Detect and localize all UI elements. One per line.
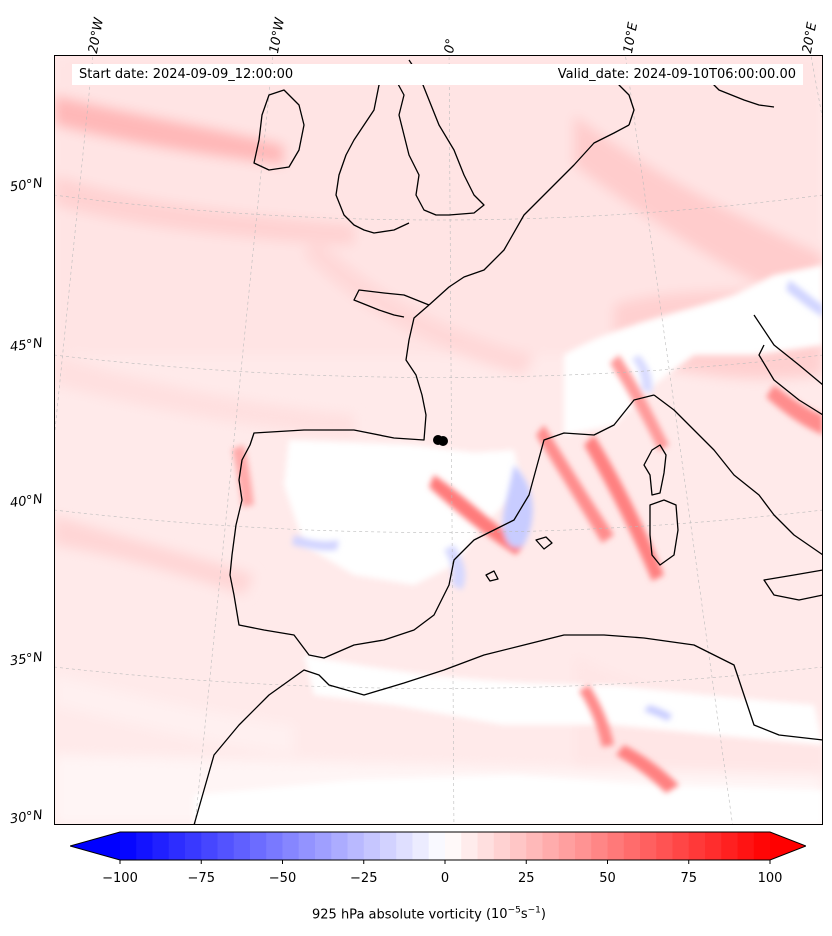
colorbar-cell	[250, 832, 267, 860]
colorbar-cell	[656, 832, 673, 860]
colorbar-cell	[217, 832, 235, 860]
colorbar-cell	[575, 832, 592, 860]
colorbar-cell	[542, 832, 560, 860]
colorbar-cell	[298, 832, 316, 860]
colorbar-tick-label: −25	[350, 871, 378, 886]
colorbar-cell	[737, 832, 755, 860]
colorbar-tick-label: −50	[268, 871, 297, 886]
colorbar-cell	[347, 832, 365, 860]
colorbar-tick-label: 50	[599, 871, 616, 886]
colorbar-cells	[120, 832, 771, 860]
colorbar-cell	[688, 832, 706, 860]
colorbar-cell	[396, 832, 413, 860]
colorbar-cell	[591, 832, 608, 860]
colorbar-extend-low	[70, 832, 120, 860]
colorbar-tick-label: −100	[102, 871, 138, 886]
valid-date-label: Valid_date: 2024-09-10T06:00:00.00	[557, 67, 796, 82]
graticule	[54, 55, 823, 825]
colorbar-cell	[282, 832, 300, 860]
colorbar-tick-label: −75	[187, 871, 215, 886]
colorbar-tick-marks	[119, 860, 771, 864]
colorbar-cell	[461, 832, 478, 860]
lon-label-10w: 10°W	[267, 16, 289, 55]
map-canvas	[54, 55, 823, 825]
colorbar-cell	[412, 832, 430, 860]
coastlines	[193, 59, 823, 825]
colorbar	[70, 831, 806, 864]
colorbar-cell	[428, 832, 446, 860]
colorbar-cell	[363, 832, 381, 860]
colorbar-extend-high	[770, 832, 806, 860]
colorbar-cell	[168, 832, 186, 860]
colorbar-variable: 925 hPa absolute vorticity	[312, 907, 482, 923]
vorticity-features	[232, 280, 823, 793]
lat-label-35n: 35°N	[9, 649, 44, 670]
colorbar-cell	[380, 832, 397, 860]
colorbar-tick-label: 25	[517, 871, 535, 886]
colorbar-cell	[526, 832, 543, 860]
colorbar-cell	[233, 832, 251, 860]
colorbar-cell	[185, 832, 202, 860]
colorbar-cell	[558, 832, 576, 860]
lat-label-45n: 45°N	[9, 335, 44, 356]
colorbar-cell	[510, 832, 527, 860]
colorbar-cell	[493, 832, 511, 860]
colorbar-cell	[152, 832, 170, 860]
colorbar-cell	[201, 832, 218, 860]
start-date-label: Start date: 2024-09-09_12:00:00	[79, 67, 294, 82]
lat-label-40n: 40°N	[9, 491, 44, 512]
colorbar-tick-label: 0	[440, 871, 450, 886]
colorbar-tick-label: 100	[757, 871, 783, 886]
colorbar-cell	[753, 832, 771, 860]
colorbar-cell	[445, 832, 462, 860]
colorbar-cell	[672, 832, 690, 860]
colorbar-label: 925 hPa absolute vorticity (10−5s−1)	[312, 906, 546, 922]
colorbar-cell	[607, 832, 625, 860]
colorbar-cell	[477, 832, 495, 860]
colorbar-cell	[331, 832, 348, 860]
colorbar-cell	[705, 832, 722, 860]
location-marker	[433, 435, 448, 446]
colorbar-cell	[721, 832, 738, 860]
lon-label-20w: 20°W	[86, 16, 108, 55]
colorbar-cell	[315, 832, 332, 860]
colorbar-cell	[623, 832, 641, 860]
lon-label-0: 0°	[442, 37, 460, 55]
lon-label-10e: 10°E	[621, 21, 642, 55]
colorbar-cell	[640, 832, 657, 860]
colorbar-cell	[266, 832, 283, 860]
colorbar-cell	[136, 832, 153, 860]
info-bar: Start date: 2024-09-09_12:00:00 Valid_da…	[72, 64, 803, 85]
colorbar-cell	[120, 832, 137, 860]
lat-label-50n: 50°N	[9, 175, 44, 196]
vorticity-map	[54, 55, 823, 825]
colorbar-tick-label: 75	[680, 871, 698, 886]
colorbar-units: (10−5s−1)	[485, 906, 546, 923]
lon-label-20e: 20°E	[800, 21, 821, 55]
lat-label-30n: 30°N	[9, 807, 44, 828]
